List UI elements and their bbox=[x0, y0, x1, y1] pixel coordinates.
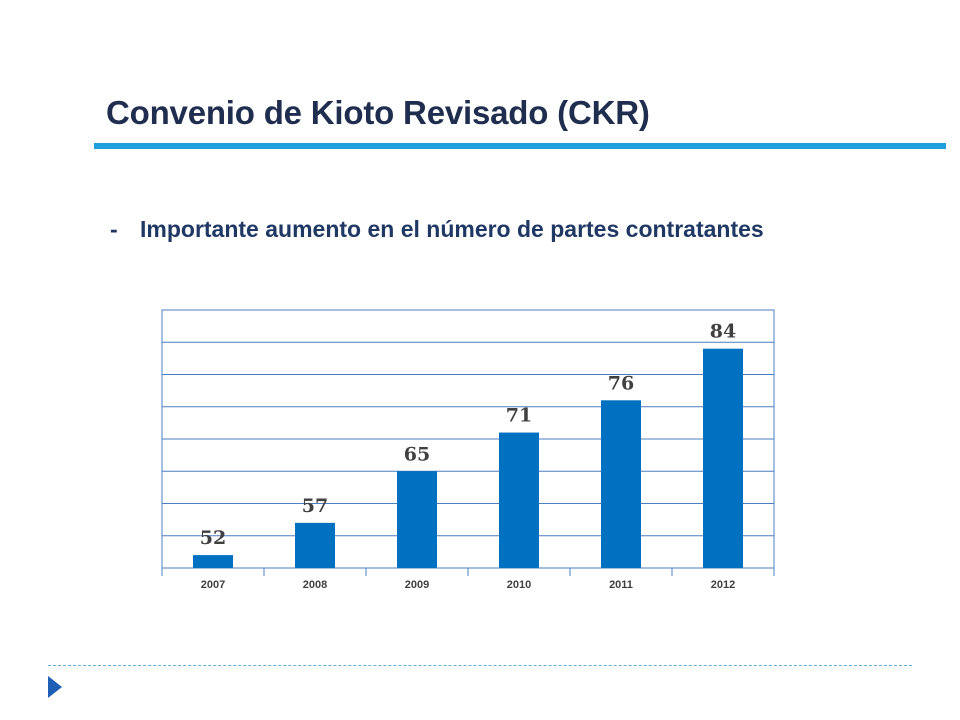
bullet-item: - Importante aumento en el número de part… bbox=[110, 216, 764, 243]
x-tick-label: 2012 bbox=[711, 579, 735, 591]
footer-divider bbox=[48, 665, 912, 666]
x-tick-label: 2007 bbox=[201, 579, 225, 591]
x-tick-label: 2008 bbox=[303, 579, 327, 591]
bar-value-label: 65 bbox=[404, 443, 430, 465]
x-tick-label: 2011 bbox=[609, 579, 633, 591]
bar bbox=[397, 471, 437, 568]
bar-value-label: 71 bbox=[506, 405, 532, 427]
bar-chart: 52 2007 57 2008 65 2009 71 2010 76 2011 84 2012 bbox=[158, 306, 778, 606]
bar bbox=[499, 432, 539, 568]
bar bbox=[703, 348, 743, 568]
bar-value-label: 76 bbox=[608, 372, 634, 394]
bar bbox=[193, 555, 233, 568]
bar bbox=[295, 522, 335, 568]
bullet-text: Importante aumento en el número de parte… bbox=[140, 216, 764, 242]
title-underline bbox=[94, 143, 946, 149]
slide-title: Convenio de Kioto Revisado (CKR) bbox=[106, 94, 650, 131]
x-tick-label: 2009 bbox=[405, 579, 429, 591]
bullet-marker: - bbox=[110, 216, 118, 242]
bar-value-label: 57 bbox=[302, 495, 328, 517]
footer-arrow-icon bbox=[48, 676, 62, 698]
bar-value-label: 84 bbox=[710, 321, 736, 343]
bar-chart-svg: 52 2007 57 2008 65 2009 71 2010 76 2011 84 2012 bbox=[161, 309, 775, 591]
bar bbox=[601, 400, 641, 568]
x-tick-label: 2010 bbox=[507, 579, 531, 591]
bar-value-label: 52 bbox=[200, 527, 226, 549]
